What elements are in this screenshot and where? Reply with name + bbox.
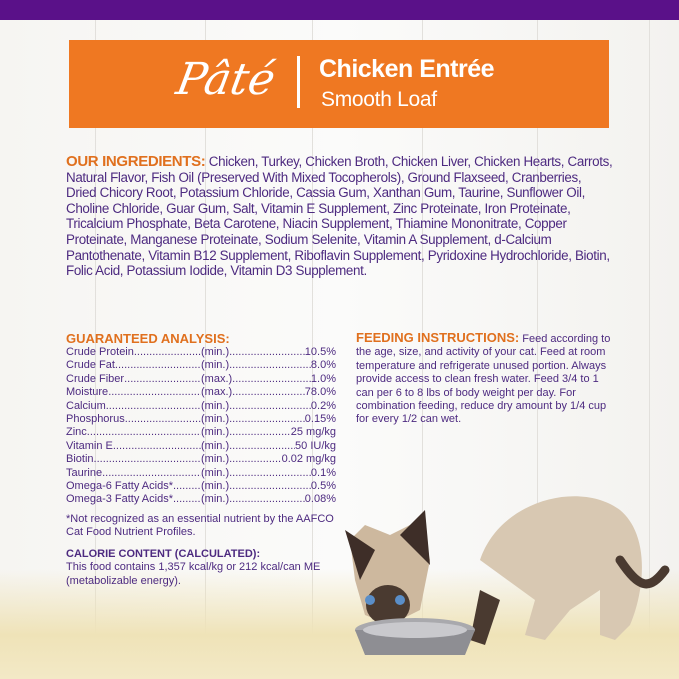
dot-leader [173, 493, 201, 506]
wood-plank-line [422, 20, 423, 679]
nutrient-name: Moisture [66, 386, 109, 399]
analysis-row: Omega-3 Fatty Acids* (min.) 0.08% [66, 493, 336, 506]
calorie-heading: CALORIE CONTENT (CALCULATED): [66, 547, 261, 560]
analysis-row: Omega-6 Fatty Acids* (min.) 0.5% [66, 480, 336, 493]
wood-plank-line [95, 20, 96, 679]
nutrient-qualifier: (min.) [201, 493, 230, 506]
nutrient-value: 0.1% [310, 466, 336, 479]
analysis-heading: GUARANTEED ANALYSIS: [66, 331, 230, 346]
nutrient-value: 0.5% [310, 480, 336, 493]
nutrient-qualifier: (min.) [201, 359, 230, 372]
dot-leader [125, 413, 201, 426]
product-title: Chicken Entrée [319, 55, 495, 83]
analysis-row: Calcium (min.) 0.2% [66, 400, 336, 413]
dot-leader [229, 426, 291, 439]
siamese-cat-image [345, 496, 670, 655]
ingredients-heading: OUR INGREDIENTS: [66, 153, 206, 170]
dot-leader [115, 359, 201, 372]
dot-leader [229, 359, 311, 372]
dot-leader [229, 440, 295, 453]
wood-plank-line [537, 20, 538, 679]
nutrient-name: Crude Fiber [66, 372, 125, 385]
nutrient-qualifier: (max.) [201, 372, 233, 385]
analysis-row: Crude Fiber (max.) 1.0% [66, 373, 336, 386]
nutrient-qualifier: (min.) [201, 439, 230, 452]
dot-leader [173, 480, 201, 493]
guaranteed-analysis: GUARANTEED ANALYSIS: Crude Protein (min.)… [66, 331, 336, 588]
ingredients-text: Chicken, Turkey, Chicken Broth, Chicken … [66, 154, 613, 279]
nutrient-name: Zinc [66, 426, 87, 439]
banner-divider [297, 56, 300, 108]
nutrient-value: 25 mg/kg [290, 426, 336, 439]
nutrient-value: 0.02 mg/kg [281, 453, 336, 466]
nutrient-qualifier: (max.) [201, 386, 233, 399]
dot-leader [102, 467, 201, 480]
nutrient-name: Vitamin E [66, 439, 113, 452]
nutrient-qualifier: (min.) [201, 466, 230, 479]
analysis-row: Vitamin E (min.) 50 IU/kg [66, 440, 336, 453]
analysis-row: Phosphorus (min.) 0.15% [66, 413, 336, 426]
ingredients-section: OUR INGREDIENTS: Chicken, Turkey, Chicke… [66, 154, 614, 279]
dot-leader [113, 440, 201, 453]
dot-leader [94, 453, 201, 466]
dot-leader [229, 346, 305, 359]
dot-leader [229, 480, 311, 493]
product-subtitle: Smooth Loaf [321, 88, 437, 111]
nutrient-name: Phosphorus [66, 413, 125, 426]
product-banner: Pâté Chicken Entrée Smooth Loaf [69, 40, 609, 128]
nutrient-qualifier: (min.) [201, 346, 230, 358]
nutrient-value: 10.5% [304, 346, 336, 358]
nutrient-qualifier: (min.) [201, 426, 230, 439]
nutrient-value: 50 IU/kg [295, 439, 336, 452]
dot-leader [229, 413, 305, 426]
nutrient-name: Crude Protein [66, 346, 134, 358]
wood-plank-line [205, 20, 206, 679]
nutrient-value: 0.08% [304, 493, 336, 506]
dot-leader [229, 400, 311, 413]
pate-script-logo: Pâté [172, 54, 280, 105]
feeding-instructions: FEEDING INSTRUCTIONS: Feed according to … [356, 331, 618, 427]
nutrient-name: Omega-6 Fatty Acids* [66, 480, 173, 493]
analysis-row: Zinc (min.) 25 mg/kg [66, 426, 336, 439]
dot-leader [232, 373, 311, 386]
nutrient-qualifier: (min.) [201, 480, 230, 493]
dot-leader [229, 493, 305, 506]
dot-leader [87, 426, 201, 439]
analysis-row: Taurine (min.) 0.1% [66, 467, 336, 480]
analysis-note: *Not recognized as an essential nutrient… [66, 512, 334, 539]
nutrient-value: 78.0% [304, 386, 336, 399]
nutrient-name: Calcium [66, 399, 106, 412]
nutrient-value: 1.0% [310, 372, 336, 385]
nutrient-value: 0.15% [304, 413, 336, 426]
wood-plank-line [649, 20, 650, 679]
top-purple-bar [0, 0, 679, 20]
dot-leader [229, 453, 281, 466]
calorie-text: This food contains 1,357 kcal/kg or 212 … [66, 561, 321, 587]
dot-leader [232, 386, 305, 399]
nutrient-value: 8.0% [310, 359, 336, 372]
nutrient-name: Taurine [66, 466, 103, 479]
nutrient-name: Biotin [66, 453, 94, 466]
nutrient-name: Omega-3 Fatty Acids* [66, 493, 173, 506]
dot-leader [108, 386, 201, 399]
dot-leader [106, 400, 201, 413]
wood-plank-line [312, 20, 313, 679]
nutrient-qualifier: (min.) [201, 413, 230, 426]
nutrient-value: 0.2% [310, 399, 336, 412]
feeding-text: Feed according to the age, size, and act… [356, 333, 611, 426]
nutrient-name: Crude Fat [66, 359, 115, 372]
analysis-row: Crude Fat (min.) 8.0% [66, 359, 336, 372]
dot-leader [134, 346, 201, 359]
analysis-row: Crude Protein (min.) 10.5% [66, 346, 336, 359]
dot-leader [229, 467, 311, 480]
nutrient-qualifier: (min.) [201, 399, 230, 412]
dot-leader [124, 373, 201, 386]
feeding-heading: FEEDING INSTRUCTIONS: [356, 330, 520, 345]
analysis-row: Moisture (max.) 78.0% [66, 386, 336, 399]
analysis-row: Biotin (min.) 0.02 mg/kg [66, 453, 336, 466]
nutrient-qualifier: (min.) [201, 453, 230, 466]
